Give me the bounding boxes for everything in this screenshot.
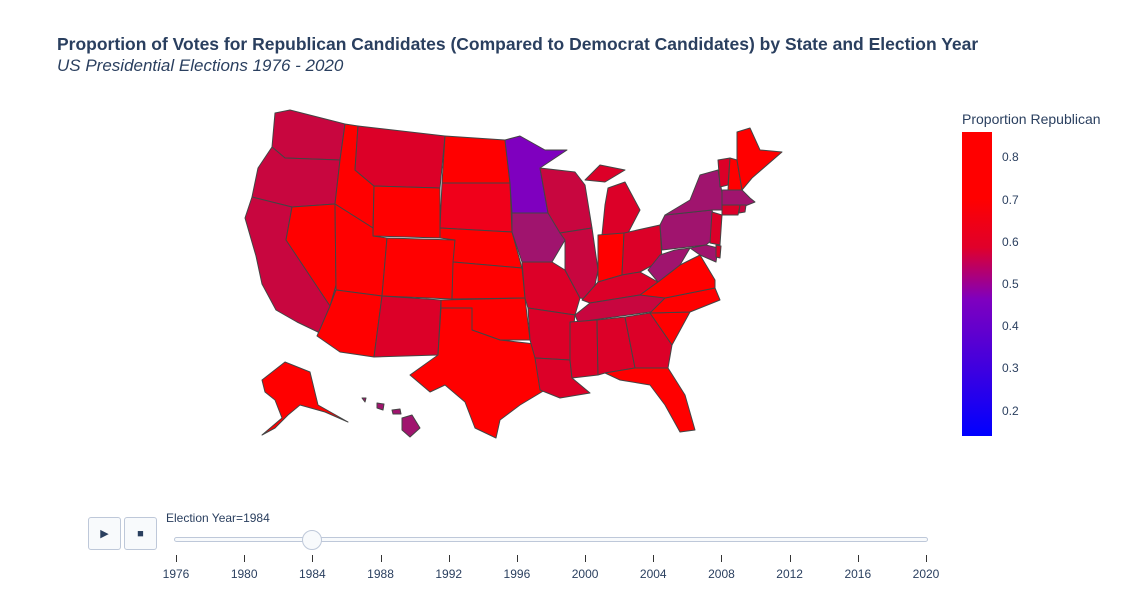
slider-tick-label[interactable]: 2008 <box>708 567 735 581</box>
slider-tick-label[interactable]: 1988 <box>367 567 394 581</box>
slider-tick <box>653 555 655 562</box>
slider-tick-label[interactable]: 1980 <box>230 567 258 581</box>
state-connecticut[interactable] <box>721 204 741 216</box>
slider-tick <box>176 555 177 562</box>
slider-handle[interactable] <box>302 530 323 550</box>
slider-tick-label[interactable]: 2020 <box>912 567 940 581</box>
state-washington[interactable] <box>271 109 346 161</box>
state-north-carolina[interactable] <box>649 287 721 314</box>
slider-tick <box>312 555 314 562</box>
colorbar-tick-label: 0.4 <box>1002 319 1019 334</box>
state-nevada[interactable] <box>285 203 337 307</box>
colorbar-tick-label: 0.5 <box>1002 277 1019 291</box>
slider-tick <box>926 555 927 562</box>
state-georgia[interactable] <box>624 312 673 369</box>
state-indiana[interactable] <box>597 232 625 283</box>
slider-tick <box>244 555 246 562</box>
slider-tick-label[interactable]: 1992 <box>435 567 463 581</box>
slider-tick-label[interactable]: 2016 <box>844 567 872 581</box>
slider-tick-label[interactable]: 1976 <box>162 567 190 581</box>
stop-button[interactable]: ■ <box>124 517 157 550</box>
state-new-mexico[interactable] <box>373 295 442 358</box>
colorbar-tick-label: 0.7 <box>1002 192 1019 207</box>
state-mississippi[interactable] <box>569 319 599 379</box>
state-maine[interactable] <box>736 127 783 191</box>
slider-tick <box>721 555 723 562</box>
state-west-virginia[interactable] <box>647 247 691 283</box>
state-florida[interactable] <box>604 367 696 433</box>
state-new-jersey[interactable] <box>709 211 723 246</box>
slider-tick <box>448 555 450 562</box>
state-pennsylvania[interactable] <box>659 209 719 251</box>
slider-tick-label[interactable]: 2012 <box>776 567 803 581</box>
colorbar-tick-label: 0.3 <box>1002 361 1019 376</box>
chart-title: Proportion of Votes for Republican Candi… <box>57 34 979 54</box>
colorbar-tick-label: 0.8 <box>1002 150 1019 165</box>
colorbar-gradient <box>962 132 992 436</box>
state-rhode-island[interactable] <box>738 204 747 214</box>
colorbar-title: Proportion Republican <box>962 111 1101 127</box>
slider-current-value: Election Year=1984 <box>166 511 270 525</box>
state-montana[interactable] <box>354 125 446 189</box>
state-delaware[interactable] <box>715 244 722 259</box>
state-hawaii[interactable] <box>361 397 421 438</box>
slider-tick-label[interactable]: 2004 <box>639 567 667 581</box>
play-button[interactable]: ▶ <box>88 517 121 550</box>
slider-tick <box>857 555 859 562</box>
state-virginia[interactable] <box>639 254 716 299</box>
state-new-york[interactable] <box>664 169 726 216</box>
state-texas[interactable] <box>409 307 546 439</box>
slider-tick-label[interactable]: 1984 <box>299 567 326 581</box>
state-arkansas[interactable] <box>527 307 576 361</box>
state-south-dakota[interactable] <box>439 182 513 233</box>
slider-tick-label[interactable]: 1996 <box>503 567 531 581</box>
state-colorado[interactable] <box>381 237 456 300</box>
state-north-dakota[interactable] <box>441 135 511 184</box>
slider-tick-label[interactable]: 2000 <box>571 567 599 581</box>
state-alaska[interactable] <box>261 361 349 436</box>
state-missouri[interactable] <box>521 261 581 316</box>
slider-tick <box>516 555 518 562</box>
colorbar-tick-label: 0.6 <box>1002 234 1019 249</box>
colorbar-tick-label: 0.2 <box>1002 403 1019 418</box>
slider-tick <box>380 555 382 562</box>
state-kansas[interactable] <box>451 261 526 300</box>
slider-tick <box>789 555 791 562</box>
state-michigan[interactable] <box>584 164 641 236</box>
state-massachusetts[interactable] <box>721 189 756 207</box>
chart-subtitle: US Presidential Elections 1976 - 2020 <box>57 56 344 75</box>
slider-rail[interactable] <box>174 537 928 542</box>
slider-tick <box>585 555 587 562</box>
state-wyoming[interactable] <box>372 185 441 239</box>
